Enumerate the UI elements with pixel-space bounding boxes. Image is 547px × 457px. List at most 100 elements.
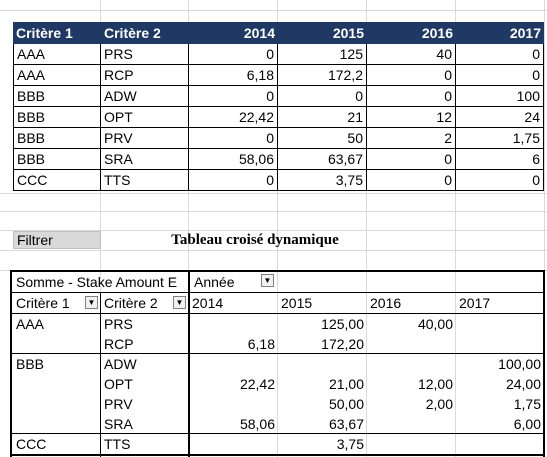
pivot-cell[interactable]: PRV — [104, 396, 133, 412]
pivot-cell[interactable]: BBB — [16, 356, 45, 372]
pivot-year-2017[interactable]: 2017 — [459, 295, 491, 311]
header-2017[interactable]: 2017 — [456, 22, 544, 44]
row-field-1-dropdown-icon[interactable]: ▼ — [85, 296, 98, 309]
header-criterion-1[interactable]: Critère 1 — [13, 22, 101, 44]
table-cell[interactable]: 0 — [189, 170, 278, 191]
table-cell[interactable]: BBB — [13, 149, 101, 170]
table-cell[interactable]: PRV — [101, 128, 189, 149]
table-cell[interactable]: 50 — [278, 128, 367, 149]
pivot-cell[interactable] — [13, 394, 101, 414]
header-2015[interactable]: 2015 — [278, 22, 367, 44]
table-cell[interactable]: 0 — [189, 86, 278, 107]
pivot-cell[interactable]: 21,00 — [328, 376, 364, 392]
table-cell[interactable]: 0 — [367, 149, 456, 170]
pivot-cell[interactable]: RCP — [104, 336, 134, 352]
pivot-cell[interactable]: AAA — [16, 316, 45, 332]
pivot-cell[interactable] — [189, 394, 278, 414]
pivot-cell[interactable]: 100,00 — [498, 356, 541, 372]
table-cell[interactable]: 0 — [189, 128, 278, 149]
table-cell[interactable]: 40 — [367, 44, 456, 65]
pivot-row-field-1[interactable]: Critère 1 — [16, 295, 70, 311]
pivot-cell[interactable]: 58,06 — [239, 416, 275, 432]
pivot-cell[interactable] — [367, 354, 456, 374]
header-criterion-2[interactable]: Critère 2 — [101, 22, 189, 44]
table-cell[interactable]: 2 — [367, 128, 456, 149]
table-cell[interactable]: 12 — [367, 107, 456, 128]
table-cell[interactable]: ADW — [101, 86, 189, 107]
table-cell[interactable]: 125 — [278, 44, 367, 65]
pivot-cell[interactable] — [456, 434, 544, 454]
table-cell[interactable]: TTS — [101, 170, 189, 191]
table-cell[interactable]: 0 — [189, 44, 278, 65]
pivot-cell[interactable] — [278, 354, 367, 374]
table-cell[interactable]: 21 — [278, 107, 367, 128]
table-cell[interactable]: 63,67 — [278, 149, 367, 170]
pivot-cell[interactable] — [13, 374, 101, 394]
pivot-cell[interactable] — [367, 414, 456, 434]
table-cell[interactable]: 0 — [278, 86, 367, 107]
pivot-cell[interactable]: OPT — [104, 376, 133, 392]
table-cell[interactable]: 172,2 — [278, 65, 367, 86]
pivot-cell[interactable] — [189, 354, 278, 374]
pivot-cell[interactable]: CCC — [16, 436, 47, 452]
table-cell[interactable]: PRS — [101, 44, 189, 65]
table-cell[interactable]: 100 — [456, 86, 544, 107]
pivot-cell[interactable]: 12,00 — [417, 376, 453, 392]
table-cell[interactable]: 0 — [367, 65, 456, 86]
pivot-year-2014[interactable]: 2014 — [192, 295, 224, 311]
table-cell[interactable]: 58,06 — [189, 149, 278, 170]
pivot-cell[interactable]: 3,75 — [336, 436, 364, 452]
pivot-cell[interactable]: 40,00 — [417, 316, 453, 332]
pivot-cell[interactable]: SRA — [104, 416, 133, 432]
pivot-cell[interactable]: 6,18 — [247, 336, 275, 352]
table-cell[interactable]: 0 — [367, 170, 456, 191]
pivot-year-2016[interactable]: 2016 — [370, 295, 402, 311]
pivot-cell[interactable] — [367, 334, 456, 354]
pivot-cell[interactable]: 24,00 — [505, 376, 541, 392]
table-cell[interactable]: 0 — [456, 65, 544, 86]
pivot-cell[interactable]: 125,00 — [321, 316, 364, 332]
table-cell[interactable]: RCP — [101, 65, 189, 86]
pivot-row-field-2[interactable]: Critère 2 — [104, 295, 158, 311]
pivot-cell[interactable]: ADW — [104, 356, 137, 372]
pivot-cell[interactable]: 6,00 — [513, 416, 541, 432]
filter-button[interactable]: Filtrer — [13, 231, 101, 249]
pivot-cell[interactable] — [456, 314, 544, 334]
table-cell[interactable]: 1,75 — [456, 128, 544, 149]
table-cell[interactable]: 0 — [456, 170, 544, 191]
pivot-cell[interactable]: TTS — [104, 436, 131, 452]
table-cell[interactable]: 0 — [456, 44, 544, 65]
pivot-cell[interactable] — [456, 334, 544, 354]
table-cell[interactable]: 24 — [456, 107, 544, 128]
table-cell[interactable]: BBB — [13, 86, 101, 107]
pivot-cell[interactable] — [189, 434, 278, 454]
table-cell[interactable]: BBB — [13, 128, 101, 149]
table-cell[interactable]: 22,42 — [189, 107, 278, 128]
header-2014[interactable]: 2014 — [189, 22, 278, 44]
table-cell[interactable]: AAA — [13, 44, 101, 65]
table-cell[interactable]: OPT — [101, 107, 189, 128]
pivot-cell[interactable]: 50,00 — [328, 396, 364, 412]
row-field-2-dropdown-icon[interactable]: ▼ — [173, 296, 186, 309]
pivot-cell[interactable]: 2,00 — [425, 396, 453, 412]
pivot-cell[interactable] — [189, 314, 278, 334]
pivot-column-field[interactable]: Année — [194, 274, 235, 290]
pivot-cell[interactable]: 172,20 — [321, 336, 364, 352]
table-cell[interactable]: BBB — [13, 107, 101, 128]
pivot-cell[interactable] — [13, 334, 101, 354]
table-cell[interactable]: AAA — [13, 65, 101, 86]
pivot-cell[interactable]: 22,42 — [239, 376, 275, 392]
pivot-year-2015[interactable]: 2015 — [281, 295, 313, 311]
table-cell[interactable]: CCC — [13, 170, 101, 191]
column-filter-dropdown-icon[interactable]: ▼ — [261, 274, 274, 287]
pivot-cell[interactable] — [367, 434, 456, 454]
pivot-cell[interactable]: 1,75 — [513, 396, 541, 412]
table-cell[interactable]: SRA — [101, 149, 189, 170]
table-cell[interactable]: 6,18 — [189, 65, 278, 86]
table-cell[interactable]: 0 — [367, 86, 456, 107]
table-cell[interactable]: 6 — [456, 149, 544, 170]
pivot-cell[interactable]: PRS — [104, 316, 133, 332]
pivot-cell[interactable]: 63,67 — [328, 416, 364, 432]
pivot-value-field[interactable]: Somme - Stake Amount E — [16, 274, 178, 290]
table-cell[interactable]: 3,75 — [278, 170, 367, 191]
